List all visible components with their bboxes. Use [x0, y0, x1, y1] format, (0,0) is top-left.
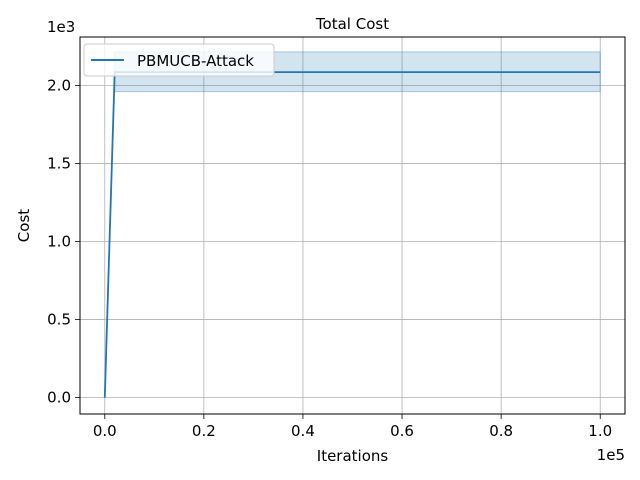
legend: PBMUCB-Attack [83, 43, 275, 77]
x-tick-label: 0.2 [192, 422, 216, 440]
grid-lines [80, 37, 625, 414]
x-tick-label: 0.6 [390, 422, 414, 440]
x-tick-label: 1.0 [588, 422, 612, 440]
x-tick-label: 0.4 [291, 422, 315, 440]
y-tick-label: 2.0 [47, 76, 71, 94]
axis-ticks: 0.0 0.2 0.4 0.6 0.8 1.0 0.0 0.5 1.0 1.5 2.0 [47, 76, 612, 440]
y-tick-label: 0.0 [47, 389, 71, 407]
x-axis-label: Iterations [317, 447, 389, 465]
plot-frame [79, 36, 626, 415]
legend-label: PBMUCB-Attack [137, 52, 254, 70]
y-tick-label: 0.5 [47, 311, 71, 329]
y-axis-scale-label: 1e3 [47, 18, 75, 36]
x-tick-label: 0.8 [489, 422, 513, 440]
y-tick-label: 1.0 [47, 233, 71, 251]
y-tick-label: 1.5 [47, 154, 71, 172]
chart-title: Total Cost [315, 15, 389, 33]
legend-box [83, 43, 275, 77]
x-tick-label: 0.0 [93, 422, 117, 440]
x-axis-scale-label: 1e5 [597, 446, 625, 464]
y-axis-label: Cost [15, 209, 33, 242]
